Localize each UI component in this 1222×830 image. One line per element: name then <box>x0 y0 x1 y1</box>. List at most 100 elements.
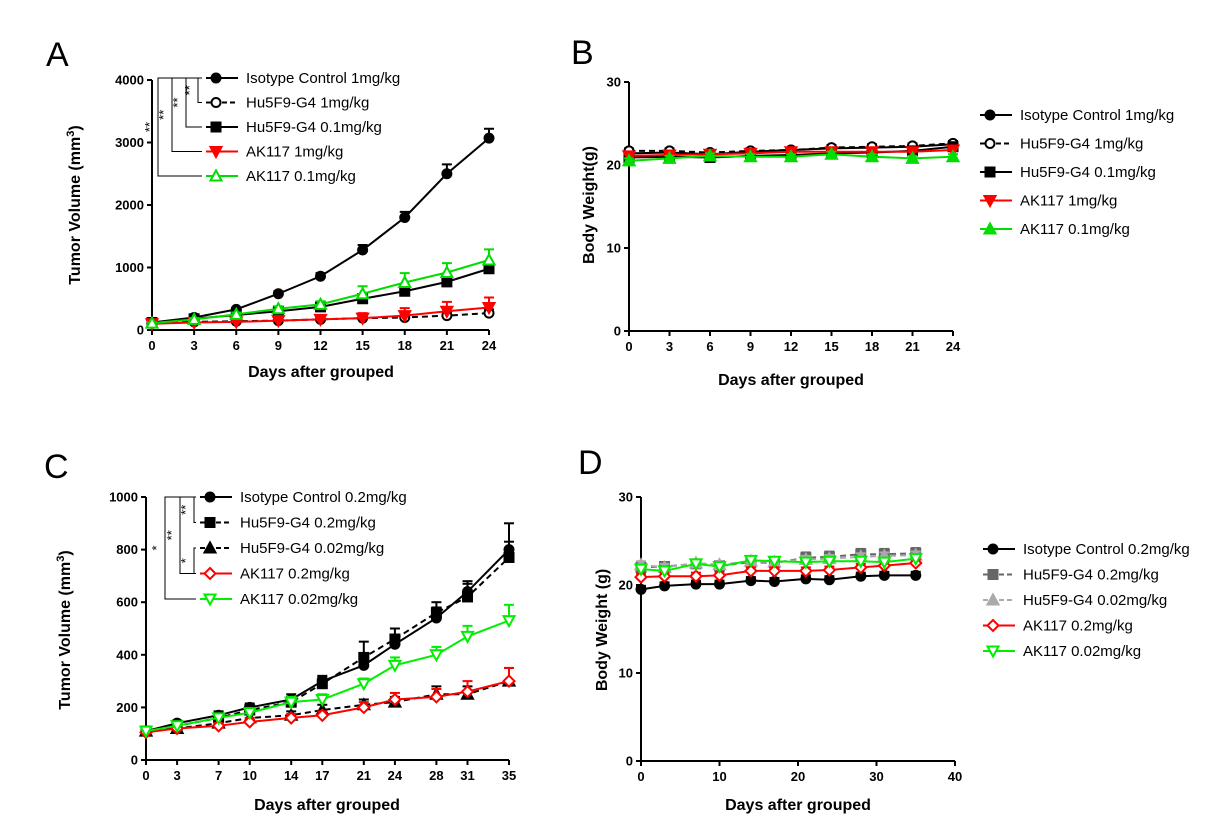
data-point <box>356 678 371 692</box>
legend-label: AK117 1mg/kg <box>246 144 343 161</box>
data-point <box>460 684 475 699</box>
panel-c: C Tumor Volume (mm3) Days after grouped … <box>44 448 516 814</box>
data-point <box>242 714 257 729</box>
legend-marker <box>210 121 222 133</box>
legend-marker <box>987 569 999 580</box>
legend-label: Hu5F9-G4 0.2mg/kg <box>240 515 376 532</box>
legend-label: AK117 0.2mg/kg <box>1023 618 1133 635</box>
data-point <box>822 555 837 569</box>
plot-b <box>621 137 961 167</box>
x-tick-label: 10 <box>242 768 256 783</box>
series-1 <box>146 127 495 328</box>
x-tick-label: 3 <box>191 338 198 353</box>
data-point <box>502 674 516 689</box>
legend-label: Isotype Control 0.2mg/kg <box>240 489 407 506</box>
y-tick-label: 10 <box>607 241 621 256</box>
data-point <box>441 168 453 180</box>
data-point <box>271 315 286 329</box>
y-tick-label: 4000 <box>115 73 144 88</box>
x-tick-label: 0 <box>148 338 155 353</box>
significance-label: ** <box>142 122 157 132</box>
data-point <box>211 712 226 726</box>
data-point <box>483 263 495 275</box>
significance-bracket: ** <box>178 496 196 523</box>
x-tick-label: 28 <box>429 768 443 783</box>
data-point <box>388 692 402 707</box>
x-tick-label: 15 <box>824 339 838 354</box>
legend-label: AK117 0.1mg/kg <box>246 168 356 185</box>
data-point <box>483 132 495 144</box>
x-tick-label: 30 <box>869 769 883 784</box>
data-point <box>768 575 780 587</box>
legend-label: AK117 0.02mg/kg <box>1023 643 1141 660</box>
legend-entry: Isotype Control 0.2mg/kg <box>983 541 1190 558</box>
x-tick-label: 15 <box>355 338 369 353</box>
data-point <box>313 296 328 310</box>
legend-label: AK117 0.1mg/kg <box>1020 221 1130 238</box>
data-point <box>441 276 453 288</box>
y-tick-label: 0 <box>626 754 633 769</box>
x-tick-label: 40 <box>948 769 962 784</box>
legend-label: Hu5F9-G4 0.1mg/kg <box>246 119 382 136</box>
legend-label: Isotype Control 0.2mg/kg <box>1023 541 1190 558</box>
x-tick-label: 24 <box>946 339 961 354</box>
legend-entry: Hu5F9-G4 0.1mg/kg <box>980 164 1156 181</box>
x-tick-label: 12 <box>784 339 798 354</box>
x-tick-label: 6 <box>233 338 240 353</box>
data-point <box>662 150 677 164</box>
significance-label: ** <box>182 85 197 95</box>
data-point <box>316 678 328 690</box>
axes-a: 0 1000 2000 3000 4000 0 3 6 9 12 15 18 21 24 <box>115 73 497 354</box>
data-point <box>399 212 411 223</box>
legend-marker <box>984 138 996 149</box>
legend-d: Isotype Control 0.2mg/kg Hu5F9-G4 0.2mg/k… <box>983 541 1190 660</box>
legend-entry: AK117 1mg/kg <box>206 144 343 161</box>
plot-d <box>633 547 923 595</box>
data-point <box>910 569 922 581</box>
legend-marker <box>986 618 1000 633</box>
data-point <box>284 696 299 710</box>
data-point <box>743 564 758 578</box>
x-tick-label: 0 <box>637 769 644 784</box>
x-tick-label: 35 <box>502 768 516 783</box>
legend-marker <box>202 593 218 607</box>
significance-label: ** <box>178 505 193 515</box>
x-axis-title-d: Days after grouped <box>725 797 871 814</box>
significance-bracket: ** <box>170 77 202 128</box>
legend-label: Isotype Control 1mg/kg <box>246 70 400 87</box>
y-tick-label: 600 <box>116 595 138 610</box>
legend-entry: Hu5F9-G4 0.2mg/kg <box>200 515 376 532</box>
y-tick-label: 3000 <box>115 135 144 150</box>
y-tick-label: 1000 <box>109 490 138 505</box>
y-axis-title-c: Tumor Volume (mm3) <box>55 550 74 709</box>
x-tick-label: 21 <box>440 338 454 353</box>
x-tick-label: 9 <box>275 338 282 353</box>
legend-entry: Isotype Control 1mg/kg <box>206 70 400 87</box>
data-point <box>853 555 868 569</box>
data-point <box>824 146 839 160</box>
legend-label: Hu5F9-G4 0.02mg/kg <box>240 540 384 557</box>
x-tick-label: 31 <box>460 768 474 783</box>
data-point <box>798 556 814 570</box>
axes-d: 0 10 20 30 0 10 20 30 40 <box>619 490 963 785</box>
data-point <box>657 565 672 579</box>
legend-a: Isotype Control 1mg/kg Hu5F9-G4 1mg/kg Hu5… <box>206 70 400 185</box>
data-point <box>271 301 286 315</box>
data-point <box>460 630 475 644</box>
legend-entry: Hu5F9-G4 0.2mg/kg <box>983 567 1159 584</box>
significance-c: ****** <box>149 496 196 600</box>
data-point <box>767 555 782 569</box>
legend-marker <box>982 221 998 235</box>
data-point <box>783 149 799 163</box>
legend-entry: AK117 0.02mg/kg <box>983 643 1141 660</box>
data-point <box>688 558 704 572</box>
legend-entry: Hu5F9-G4 1mg/kg <box>980 136 1143 153</box>
bracket-line <box>164 496 196 600</box>
panel-d: D Body Weight (g) Days after grouped 0 10… <box>578 444 1190 814</box>
legend-label: Hu5F9-G4 0.1mg/kg <box>1020 164 1156 181</box>
legend-entry: Hu5F9-G4 1mg/kg <box>206 95 369 112</box>
panel-a: A Tumor Volume (mm3) Days after grouped … <box>46 36 497 381</box>
x-tick-label: 0 <box>625 339 632 354</box>
legend-marker <box>204 491 216 503</box>
data-point <box>272 288 284 300</box>
